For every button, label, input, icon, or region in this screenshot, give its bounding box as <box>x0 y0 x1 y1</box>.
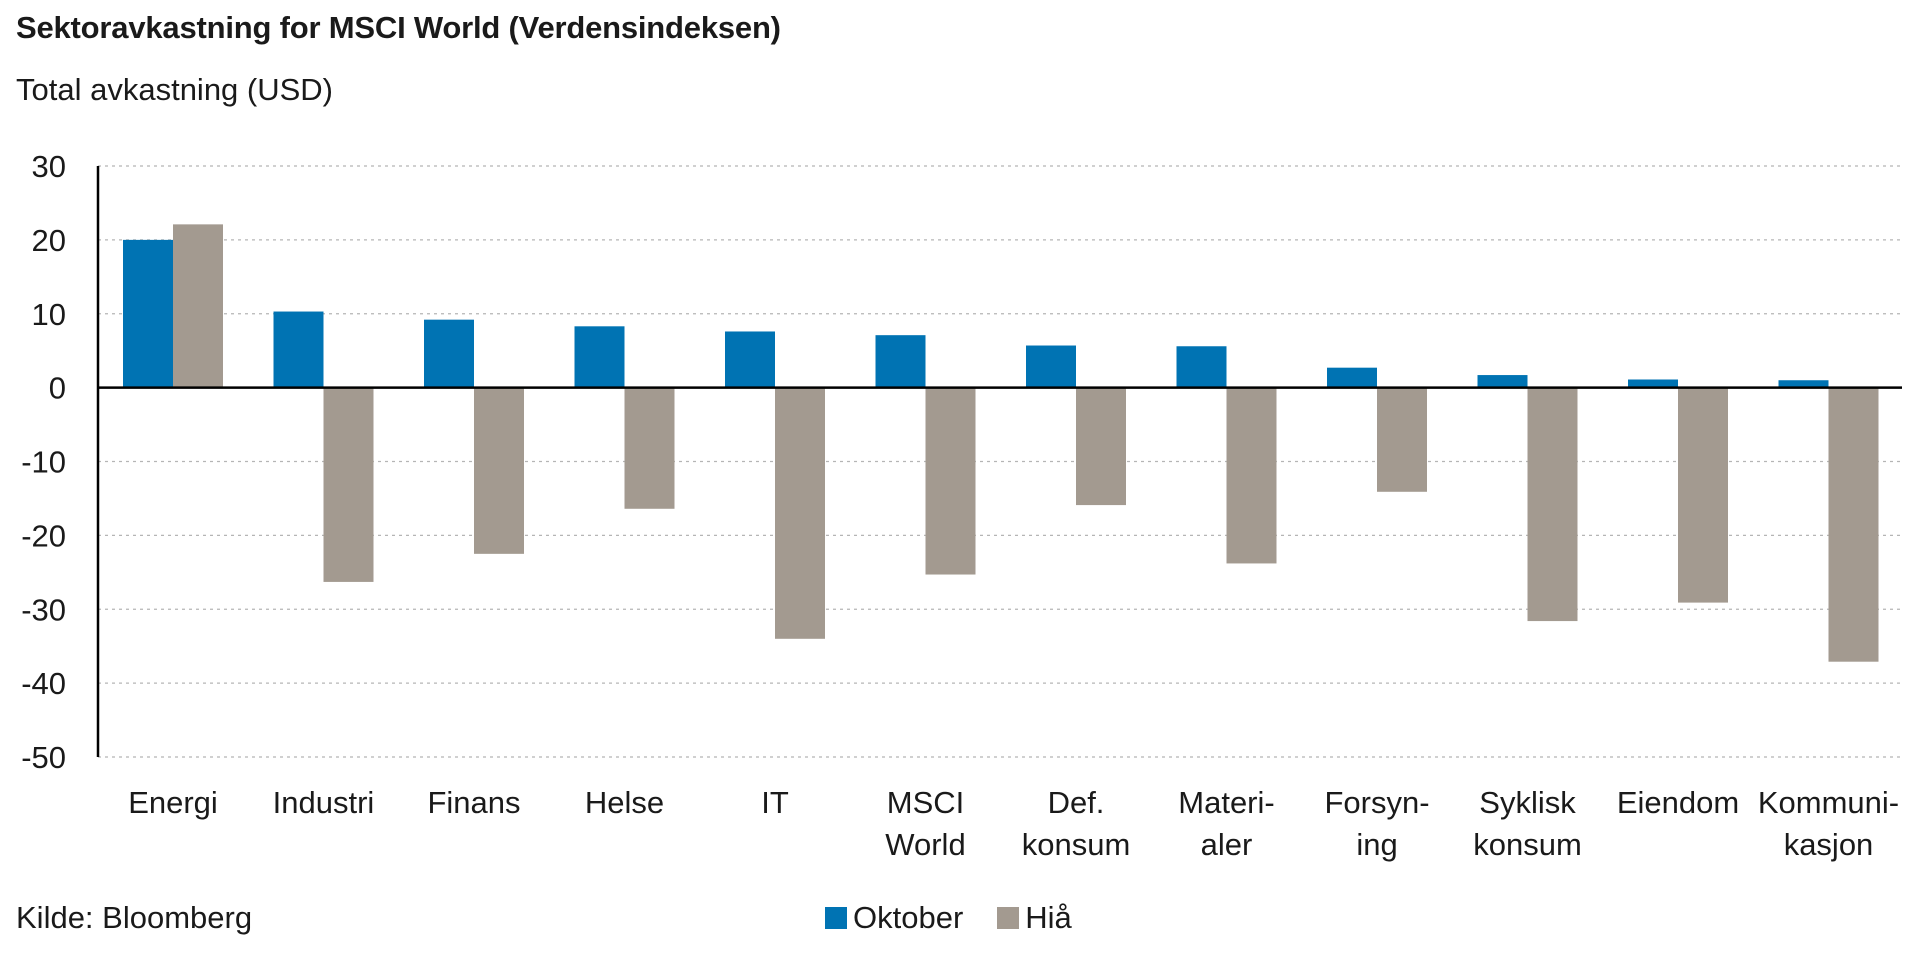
bar-hia <box>1678 387 1728 603</box>
y-tick-label: -20 <box>21 518 66 553</box>
bar-hia <box>173 224 223 388</box>
y-tick-label: 20 <box>32 223 66 258</box>
x-category-label: Materi-aler <box>1178 785 1274 862</box>
legend-item-oktober: Oktober <box>825 900 963 936</box>
bar-hia <box>1828 387 1879 662</box>
bar-oktober <box>1327 367 1377 388</box>
x-category-label: Kommuni-kasjon <box>1758 785 1899 862</box>
legend: Oktober Hiå <box>825 900 1106 936</box>
bars <box>123 224 1879 662</box>
x-category-label: Energi <box>128 785 218 820</box>
bar-oktober <box>875 335 926 388</box>
bar-oktober <box>1628 379 1678 388</box>
bar-hia <box>1377 387 1427 492</box>
x-category-label: Finans <box>427 785 520 820</box>
bar-oktober <box>1477 375 1528 388</box>
x-category-label: Helse <box>585 785 664 820</box>
x-category-label: MSCI World <box>885 785 965 862</box>
bar-oktober <box>1026 345 1076 388</box>
bar-oktober <box>123 239 173 388</box>
legend-swatch-hia <box>997 907 1020 929</box>
chart-title: Sektoravkastning for MSCI World (Verdens… <box>16 10 781 45</box>
legend-item-hia: Hiå <box>997 900 1072 936</box>
chart-subtitle: Total avkastning (USD) <box>16 72 334 107</box>
x-category-label: Def. konsum <box>1022 785 1131 862</box>
bar-hia <box>474 387 524 554</box>
y-tick-label: -50 <box>21 740 66 775</box>
bar-oktober <box>1176 346 1227 388</box>
bar-hia <box>323 387 374 582</box>
y-tick-label: -40 <box>21 666 66 701</box>
y-tick-labels: 30 20 10 0 -10 -20 -30 -40 -50 <box>21 149 66 775</box>
bar-oktober <box>424 319 474 388</box>
bar-hia <box>1076 387 1126 506</box>
x-category-label: Eiendom <box>1617 785 1739 820</box>
bar-hia <box>925 387 976 575</box>
y-tick-label: 0 <box>49 371 66 406</box>
y-tick-label: 10 <box>32 297 66 332</box>
bar-hia <box>1226 387 1277 564</box>
bar-oktober <box>1778 380 1829 388</box>
bar-oktober <box>725 331 775 388</box>
legend-swatch-oktober <box>825 907 847 929</box>
x-category-label: Industri <box>273 785 375 820</box>
x-category-label: Forsyn-ing <box>1324 785 1429 862</box>
bar-oktober <box>574 326 625 388</box>
x-category-labels: Energi Industri Finans Helse IT MSCI World Def.… <box>128 785 1899 862</box>
y-tick-label: -10 <box>21 445 66 480</box>
bar-oktober <box>273 311 324 388</box>
x-category-label: IT <box>761 785 789 820</box>
bar-hia <box>624 387 675 509</box>
source-note: Kilde: Bloomberg <box>16 900 253 935</box>
legend-label-hia: Hiå <box>1025 900 1072 935</box>
y-tick-label: 30 <box>32 149 66 184</box>
legend-label-oktober: Oktober <box>853 900 964 935</box>
axes <box>96 166 1902 757</box>
bar-hia <box>1527 387 1578 622</box>
bar-hia <box>775 387 825 639</box>
y-tick-label: -30 <box>21 592 66 627</box>
x-category-label: Syklisk konsum <box>1473 785 1582 862</box>
